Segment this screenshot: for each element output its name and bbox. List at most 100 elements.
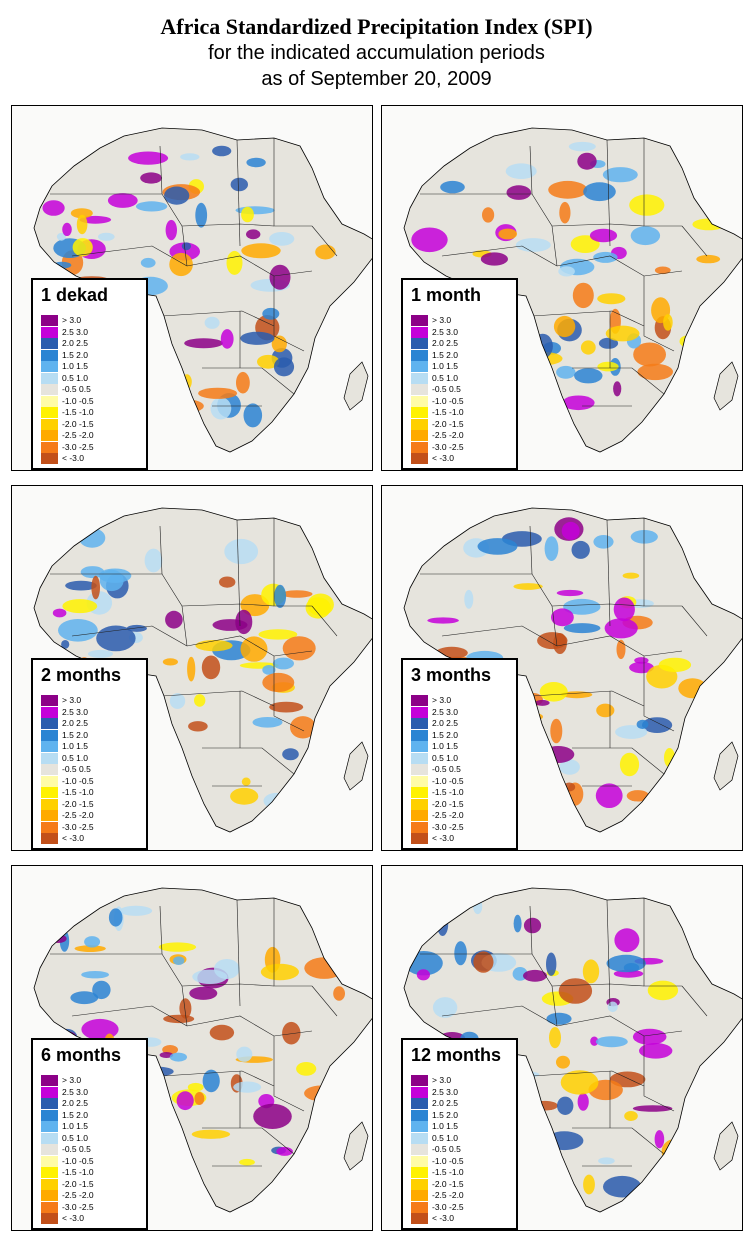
legend-label: 1.5 2.0 xyxy=(432,1109,458,1120)
madagascar-landmass xyxy=(713,1121,739,1171)
spi-patch xyxy=(528,1160,539,1184)
spi-patch xyxy=(572,282,594,309)
spi-patch xyxy=(696,254,721,264)
legend-swatch xyxy=(411,326,428,338)
country-border xyxy=(643,1036,675,1112)
spi-patch xyxy=(589,228,618,243)
country-border xyxy=(441,1005,558,1027)
legend-swatch xyxy=(41,833,58,844)
spi-patch xyxy=(310,360,347,371)
madagascar-landmass xyxy=(713,741,739,791)
legend-label: -1.0 -0.5 xyxy=(432,1155,464,1166)
spi-patch xyxy=(235,609,253,635)
spi-patch xyxy=(654,1130,665,1149)
spi-patch xyxy=(191,1129,231,1139)
spi-patch xyxy=(582,959,600,984)
legend-swatch xyxy=(411,1098,428,1109)
spi-patch xyxy=(556,589,584,597)
spi-patch xyxy=(630,226,661,246)
spi-patch xyxy=(537,632,568,650)
spi-patch xyxy=(74,945,106,952)
spi-patch xyxy=(96,625,136,652)
spi-patch xyxy=(194,1092,205,1105)
legend-label: -2.5 -2.0 xyxy=(62,810,94,820)
legend-swatch xyxy=(411,1109,428,1121)
legend-swatch xyxy=(41,384,58,395)
spi-patch xyxy=(570,235,600,254)
country-border xyxy=(556,255,683,277)
legend-label: -2.0 -1.5 xyxy=(62,798,94,809)
spi-patch xyxy=(551,608,574,627)
legend-swatch xyxy=(411,787,428,798)
spi-patch xyxy=(246,157,266,168)
spi-patch xyxy=(432,997,458,1018)
legend-label: -2.5 -2.0 xyxy=(432,430,464,440)
country-border xyxy=(531,310,645,327)
spi-patch xyxy=(606,954,646,973)
legend-label: > 3.0 xyxy=(62,1075,82,1085)
spi-patch xyxy=(282,1021,301,1045)
legend-swatch xyxy=(411,775,428,787)
country-border xyxy=(420,953,558,1027)
legend-swatch xyxy=(411,1075,428,1086)
legend-label: -2.5 -2.0 xyxy=(432,810,464,820)
legend-label: < -3.0 xyxy=(62,453,84,463)
madagascar-landmass xyxy=(343,361,369,411)
country-border xyxy=(273,1036,305,1112)
legend-swatch xyxy=(41,729,58,741)
spi-patch xyxy=(241,206,254,223)
legend-swatch xyxy=(41,418,58,430)
spi-patch xyxy=(543,429,561,437)
legend-label: -2.0 -1.5 xyxy=(432,798,464,809)
country-border xyxy=(71,625,188,647)
legend-label: > 3.0 xyxy=(432,695,452,705)
legend-swatch xyxy=(411,729,428,741)
spi-patch xyxy=(169,693,186,709)
legend-swatch xyxy=(411,810,428,821)
spi-patch xyxy=(577,152,597,170)
country-border xyxy=(236,899,241,1007)
spi-patch xyxy=(663,314,673,331)
spi-patch xyxy=(262,307,280,320)
legend-label: -2.0 -1.5 xyxy=(62,418,94,429)
country-border xyxy=(681,225,708,257)
legend-swatch xyxy=(41,372,58,384)
spi-patch xyxy=(558,266,575,277)
spi-patch xyxy=(62,222,72,236)
legend-swatch xyxy=(41,787,58,798)
legend-swatch xyxy=(41,395,58,407)
spi-patch xyxy=(427,617,459,624)
spi-patch xyxy=(282,636,316,661)
spi-patch xyxy=(126,624,147,632)
spi-patch xyxy=(637,363,673,381)
spi-map-panel: 3 months > 3.0 2.5 3.0 2.0 2.5 1.5 2.0 1.0 1.… xyxy=(381,485,743,851)
spi-patch xyxy=(595,783,623,808)
spi-patch xyxy=(539,682,568,702)
legend-label: -3.0 -2.5 xyxy=(432,1201,464,1212)
legend-swatch xyxy=(41,326,58,338)
spi-patch xyxy=(107,193,138,208)
legend-label: 2.5 3.0 xyxy=(432,326,458,337)
spi-patch xyxy=(176,1091,194,1111)
africa-map xyxy=(403,127,742,453)
spi-patch xyxy=(209,1024,235,1041)
legend-label: > 3.0 xyxy=(432,1075,452,1085)
country-border xyxy=(441,625,558,647)
spi-patch xyxy=(49,934,67,943)
legend-label: < -3.0 xyxy=(432,1213,454,1223)
legend-label: -1.5 -1.0 xyxy=(62,787,94,797)
legend-label: 1.5 2.0 xyxy=(62,1109,88,1120)
spi-patch xyxy=(330,796,340,807)
spi-patch xyxy=(304,957,345,979)
spi-patch xyxy=(226,250,243,275)
legend-label: -1.5 -1.0 xyxy=(62,1167,94,1177)
spi-patch xyxy=(202,1069,220,1093)
legend-label: -1.0 -0.5 xyxy=(62,775,94,786)
spi-patch xyxy=(252,717,283,728)
spi-patch xyxy=(70,991,99,1005)
legend-swatch xyxy=(411,1167,428,1178)
legend-label: 2.5 3.0 xyxy=(62,706,88,717)
spi-patch xyxy=(56,232,66,241)
spi-patch xyxy=(678,678,707,699)
legend-label: 2.0 2.5 xyxy=(62,718,88,728)
